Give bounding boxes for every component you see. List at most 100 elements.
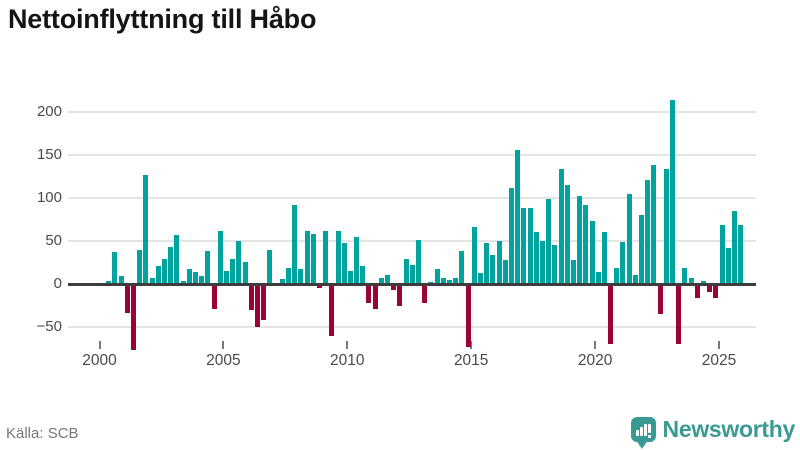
bar-2012Q2 <box>403 259 409 284</box>
bar-2010Q4 <box>366 285 372 304</box>
zero-axis-line <box>68 283 756 286</box>
bar-2001Q3 <box>137 249 143 284</box>
bar-2012Q3 <box>409 265 415 284</box>
bar-2022Q3 <box>657 285 663 315</box>
x-axis-label: 2025 <box>701 352 737 369</box>
bar-2009Q2 <box>329 285 335 336</box>
bar-2003Q4 <box>193 271 199 284</box>
source-note: Källa: SCB <box>6 425 79 442</box>
bar-2009Q1 <box>323 230 329 284</box>
bar-2002Q2 <box>155 265 161 284</box>
bar-2022Q4 <box>663 169 669 284</box>
bar-2001Q4 <box>143 174 149 284</box>
bar-2018Q3 <box>558 169 564 284</box>
bar-2022Q2 <box>651 165 657 284</box>
bar-2002Q1 <box>149 277 155 284</box>
bar-2016Q1 <box>496 240 502 284</box>
bar-2020Q1 <box>595 271 601 284</box>
bar-2002Q4 <box>168 246 174 284</box>
bar-2006Q2 <box>254 285 260 328</box>
y-axis-label: 50 <box>45 231 62 249</box>
bar-2018Q2 <box>552 245 558 284</box>
bar-2017Q4 <box>539 240 545 284</box>
bar-2006Q3 <box>261 285 267 321</box>
bar-2010Q2 <box>354 237 360 284</box>
bar-2015Q3 <box>484 242 490 284</box>
bar-2025Q3 <box>731 210 737 284</box>
y-axis-label: 200 <box>36 102 62 120</box>
bar-2020Q2 <box>601 232 607 284</box>
y-axis-label: −50 <box>36 318 62 336</box>
bar-2015Q2 <box>477 272 483 284</box>
y-gridline-150 <box>68 153 756 156</box>
bar-2018Q4 <box>564 184 570 284</box>
bar-2005Q2 <box>230 259 236 284</box>
bar-2014Q1 <box>447 279 453 284</box>
x-tick-2000 <box>98 341 101 349</box>
bar-2005Q3 <box>236 240 242 284</box>
bar-2015Q4 <box>490 254 496 284</box>
bar-2008Q3 <box>310 234 316 284</box>
bar-2021Q2 <box>626 194 632 284</box>
bar-2013Q4 <box>440 277 446 284</box>
bar-2001Q2 <box>131 285 137 350</box>
bar-2006Q4 <box>267 250 273 284</box>
x-axis-label: 2015 <box>453 352 489 369</box>
bar-2017Q1 <box>521 208 527 284</box>
x-axis-label: 2010 <box>330 352 365 369</box>
y-gridline-200 <box>68 110 756 113</box>
newsworthy-logo[interactable]: Newsworthy <box>630 413 796 450</box>
bar-2007Q4 <box>292 204 298 284</box>
x-tick-2020 <box>594 341 597 349</box>
bar-2002Q3 <box>162 259 168 284</box>
bar-2018Q1 <box>546 198 552 284</box>
bar-2011Q1 <box>372 285 378 310</box>
bar-2023Q2 <box>676 285 682 345</box>
bar-2017Q2 <box>527 208 533 284</box>
bar-2020Q4 <box>614 267 620 284</box>
bar-2025Q4 <box>738 225 744 284</box>
bar-2014Q2 <box>453 277 459 284</box>
x-tick-2015 <box>470 341 473 349</box>
x-tick-2010 <box>346 341 349 349</box>
bar-2003Q3 <box>186 269 192 284</box>
bar-2022Q1 <box>645 179 651 284</box>
bar-2024Q3 <box>707 285 713 292</box>
y-axis-label: 0 <box>53 275 62 292</box>
bar-2019Q3 <box>583 204 589 284</box>
bar-2015Q1 <box>471 227 477 284</box>
bar-2006Q1 <box>248 285 254 310</box>
bar-2004Q4 <box>217 231 223 284</box>
bar-2005Q1 <box>224 271 229 284</box>
bar-2001Q1 <box>124 285 130 314</box>
exclamation-icon <box>647 424 651 433</box>
y-gridline-100 <box>68 196 756 199</box>
bar-2019Q1 <box>570 259 576 284</box>
bar-2019Q2 <box>577 196 583 284</box>
bar-2025Q2 <box>725 247 731 284</box>
y-axis-label: 100 <box>36 188 62 206</box>
bar-2021Q1 <box>620 241 626 284</box>
bar-2016Q3 <box>508 188 514 284</box>
bar-2000Q4 <box>118 276 124 284</box>
bar-2012Q4 <box>416 240 422 284</box>
chart-title: Nettoinflyttning till Håbo <box>8 4 317 34</box>
bar-2014Q3 <box>459 251 465 284</box>
bar-2003Q1 <box>174 234 180 284</box>
bar-2011Q3 <box>385 275 391 284</box>
bar-2008Q4 <box>316 285 322 289</box>
bar-2016Q2 <box>502 259 508 284</box>
bar-2019Q4 <box>589 221 595 284</box>
bar-2003Q2 <box>180 281 186 284</box>
newsworthy-wordmark: Newsworthy <box>662 416 796 442</box>
bar-2024Q2 <box>701 280 706 284</box>
bar-2021Q4 <box>639 215 645 284</box>
y-gridline-50 <box>68 239 756 242</box>
x-tick-2005 <box>222 341 225 349</box>
bar-2007Q3 <box>285 267 291 284</box>
bar-2013Q3 <box>434 269 440 284</box>
bar-2005Q4 <box>242 262 248 284</box>
bar-2011Q2 <box>378 277 384 284</box>
